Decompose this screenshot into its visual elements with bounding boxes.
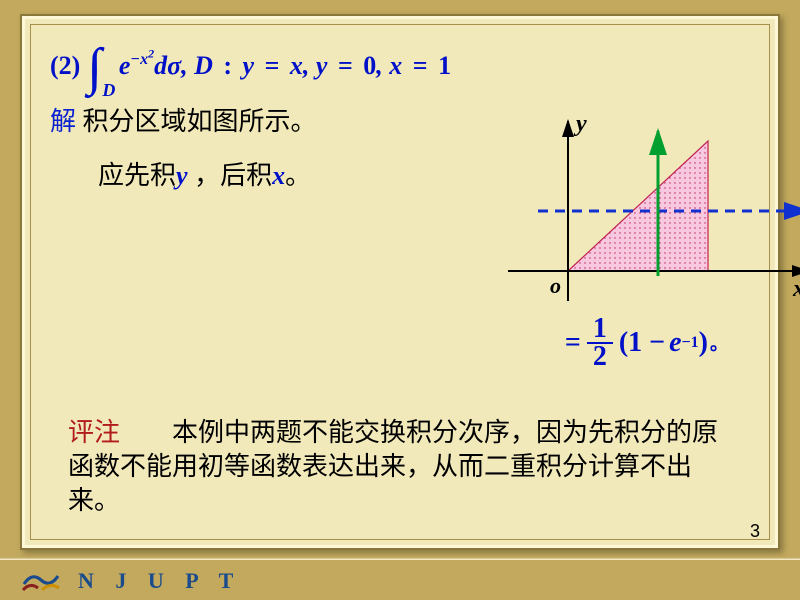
result-open: (1 − (619, 327, 665, 359)
njupt-logo-icon (20, 566, 62, 596)
fraction: 1 2 (587, 316, 613, 370)
result-close: ) (699, 327, 708, 359)
cond1-lhs: y (243, 51, 255, 80)
result-eq: = (565, 327, 581, 359)
content-area: (2) ∫∫D e−x2dσ, D : y = x, y = 0, x = 1 … (22, 16, 778, 548)
comment-body: 本例中两题不能交换积分次序，因为先积分的原函数不能用初等函数表达出来，从而二重积… (68, 418, 718, 515)
region-triangle (568, 141, 708, 271)
y-axis-label: y (573, 111, 587, 137)
solution-block: 解 积分区域如图所示。 应先积y ，后积x。 (50, 104, 430, 194)
frac-den: 2 (587, 344, 613, 370)
sep2: , (303, 51, 310, 80)
problem-formula: (2) ∫∫D e−x2dσ, D : y = x, y = 0, x = 1 (50, 42, 750, 94)
measure: dσ (154, 51, 181, 80)
eq1: = (265, 51, 280, 80)
integrand-base: e (119, 51, 131, 80)
comment-label: 评注 (68, 418, 120, 447)
cond1-rhs: x (290, 51, 303, 80)
region-graph: y x o (478, 101, 800, 311)
integral-domain: D (102, 80, 115, 100)
var-x: x (272, 161, 285, 190)
cond3-rhs: 1 (438, 51, 451, 80)
cond3-lhs: x (389, 51, 402, 80)
result-punct: 。 (710, 330, 728, 356)
var-y: y (176, 161, 188, 190)
solution-line2: 应先积y ，后积x。 (50, 158, 430, 194)
result-formula: = 1 2 (1 − e−1) 。 (565, 316, 728, 370)
eq2: = (338, 51, 353, 80)
slide-frame: (2) ∫∫D e−x2dσ, D : y = x, y = 0, x = 1 … (20, 14, 780, 550)
solution-line1: 积分区域如图所示。 (83, 107, 317, 136)
integrand-exponent: −x2 (130, 51, 154, 68)
region-D: D (194, 51, 213, 80)
comment-block: 评注 本例中两题不能交换积分次序，因为先积分的原函数不能用初等函数表达出来，从而… (68, 416, 738, 518)
cond2-rhs: 0 (363, 51, 376, 80)
result-e: e (669, 327, 681, 359)
colon: : (223, 51, 232, 80)
origin-label: o (550, 273, 561, 298)
double-integral-icon: ∫∫ (87, 42, 88, 94)
problem-number: (2) (50, 51, 80, 80)
x-axis-label: x (792, 276, 800, 302)
eq3: = (413, 51, 428, 80)
frac-num: 1 (587, 316, 613, 344)
sep1: , (181, 51, 188, 80)
footer: N J U P T (20, 566, 241, 596)
footer-divider (0, 557, 800, 560)
sep3: , (376, 51, 383, 80)
page-number: 3 (750, 521, 760, 542)
cond2-lhs: y (316, 51, 328, 80)
solution-label: 解 (50, 107, 76, 136)
njupt-text: N J U P T (78, 568, 241, 594)
